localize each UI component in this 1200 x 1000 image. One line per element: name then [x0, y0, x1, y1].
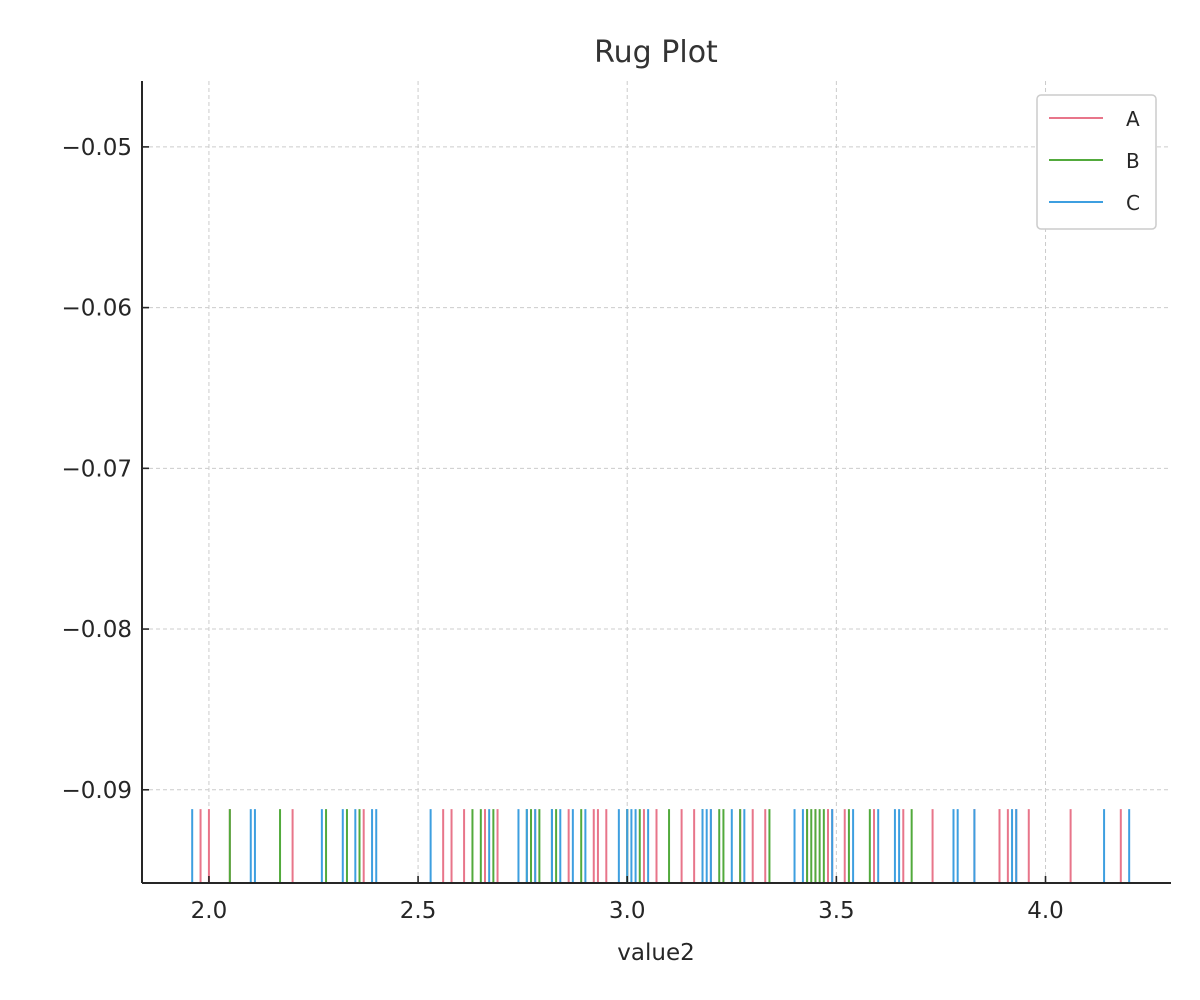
x-tick-label: 2.0 — [191, 898, 228, 924]
grid — [142, 81, 1171, 883]
chart-title: Rug Plot — [594, 35, 718, 70]
rug-marks — [191, 809, 1131, 883]
y-tick-label: −0.07 — [62, 456, 132, 482]
x-tick-label: 3.0 — [609, 898, 646, 924]
y-tick-label: −0.08 — [62, 617, 132, 643]
legend-label: B — [1126, 149, 1140, 173]
rug-series-A — [199, 809, 1122, 883]
y-tick-label: −0.05 — [62, 135, 132, 161]
legend-frame — [1036, 94, 1157, 230]
legend: ABC — [1036, 94, 1157, 230]
rug-series-C — [191, 809, 1131, 883]
legend-label: C — [1126, 191, 1140, 215]
x-axis-label: value2 — [617, 940, 694, 966]
x-tick-label: 4.0 — [1027, 898, 1064, 924]
axis-ticks: 2.0 2.5 3.0 3.5 4.0 −0.05 −0.06 −0.07 −0.08 −0.09 — [62, 135, 1064, 924]
legend-label: A — [1126, 107, 1140, 131]
y-tick-label: −0.06 — [62, 296, 132, 322]
x-tick-label: 3.5 — [818, 898, 855, 924]
y-tick-label: −0.09 — [62, 778, 132, 804]
rug-series-B — [228, 809, 913, 883]
x-tick-label: 2.5 — [400, 898, 437, 924]
